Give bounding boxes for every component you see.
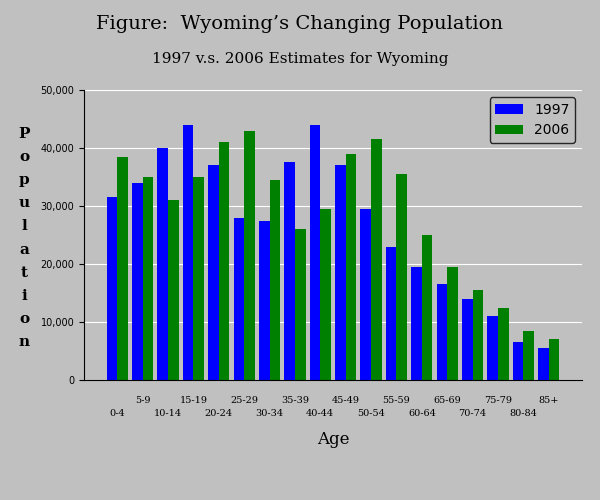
Bar xyxy=(183,125,193,380)
Text: a: a xyxy=(19,242,29,256)
Bar xyxy=(335,166,346,380)
Text: 75-79: 75-79 xyxy=(484,396,512,405)
Text: 85+: 85+ xyxy=(538,396,559,405)
Text: 5-9: 5-9 xyxy=(135,396,151,405)
Bar xyxy=(346,154,356,380)
Bar xyxy=(538,348,549,380)
Text: 65-69: 65-69 xyxy=(433,396,461,405)
Bar xyxy=(295,229,305,380)
Bar xyxy=(107,198,117,380)
Bar xyxy=(219,142,229,380)
Text: 60-64: 60-64 xyxy=(408,409,436,418)
Bar xyxy=(462,299,473,380)
Bar xyxy=(310,125,320,380)
Bar xyxy=(549,340,559,380)
Bar xyxy=(437,284,447,380)
Legend: 1997, 2006: 1997, 2006 xyxy=(490,97,575,143)
Text: 50-54: 50-54 xyxy=(357,409,385,418)
Text: 40-44: 40-44 xyxy=(306,409,334,418)
Bar xyxy=(523,330,534,380)
Text: o: o xyxy=(19,312,29,326)
Bar xyxy=(193,177,204,380)
Bar xyxy=(168,200,179,380)
Bar xyxy=(157,148,168,380)
Bar xyxy=(473,290,483,380)
Text: t: t xyxy=(20,266,28,280)
Bar xyxy=(259,220,269,380)
Bar xyxy=(143,177,154,380)
Bar xyxy=(244,130,255,380)
Bar xyxy=(447,267,458,380)
Text: P: P xyxy=(18,126,30,140)
Text: n: n xyxy=(19,336,29,349)
Text: 20-24: 20-24 xyxy=(205,409,233,418)
Bar xyxy=(132,183,143,380)
Text: i: i xyxy=(21,289,27,303)
Bar xyxy=(233,218,244,380)
Text: 55-59: 55-59 xyxy=(383,396,410,405)
Bar xyxy=(269,180,280,380)
Text: o: o xyxy=(19,150,29,164)
Text: 30-34: 30-34 xyxy=(256,409,284,418)
Text: 15-19: 15-19 xyxy=(179,396,208,405)
Text: 45-49: 45-49 xyxy=(332,396,359,405)
Bar xyxy=(397,174,407,380)
Bar xyxy=(487,316,498,380)
Text: 35-39: 35-39 xyxy=(281,396,309,405)
Bar xyxy=(284,162,295,380)
Bar xyxy=(498,308,509,380)
Text: 0-4: 0-4 xyxy=(109,409,125,418)
Text: l: l xyxy=(21,220,27,234)
Text: 25-29: 25-29 xyxy=(230,396,258,405)
Text: 70-74: 70-74 xyxy=(458,409,487,418)
Bar xyxy=(422,235,433,380)
Bar xyxy=(411,267,422,380)
Text: p: p xyxy=(19,173,29,187)
Bar xyxy=(371,140,382,380)
Bar xyxy=(361,209,371,380)
Bar xyxy=(386,246,397,380)
Bar xyxy=(320,209,331,380)
Text: Figure:  Wyoming’s Changing Population: Figure: Wyoming’s Changing Population xyxy=(97,15,503,33)
Text: 80-84: 80-84 xyxy=(509,409,537,418)
Text: u: u xyxy=(19,196,29,210)
Text: 1997 v.s. 2006 Estimates for Wyoming: 1997 v.s. 2006 Estimates for Wyoming xyxy=(152,52,448,66)
Bar xyxy=(208,166,219,380)
Bar xyxy=(117,156,128,380)
Text: 10-14: 10-14 xyxy=(154,409,182,418)
Bar xyxy=(512,342,523,380)
Text: Age: Age xyxy=(317,430,349,448)
